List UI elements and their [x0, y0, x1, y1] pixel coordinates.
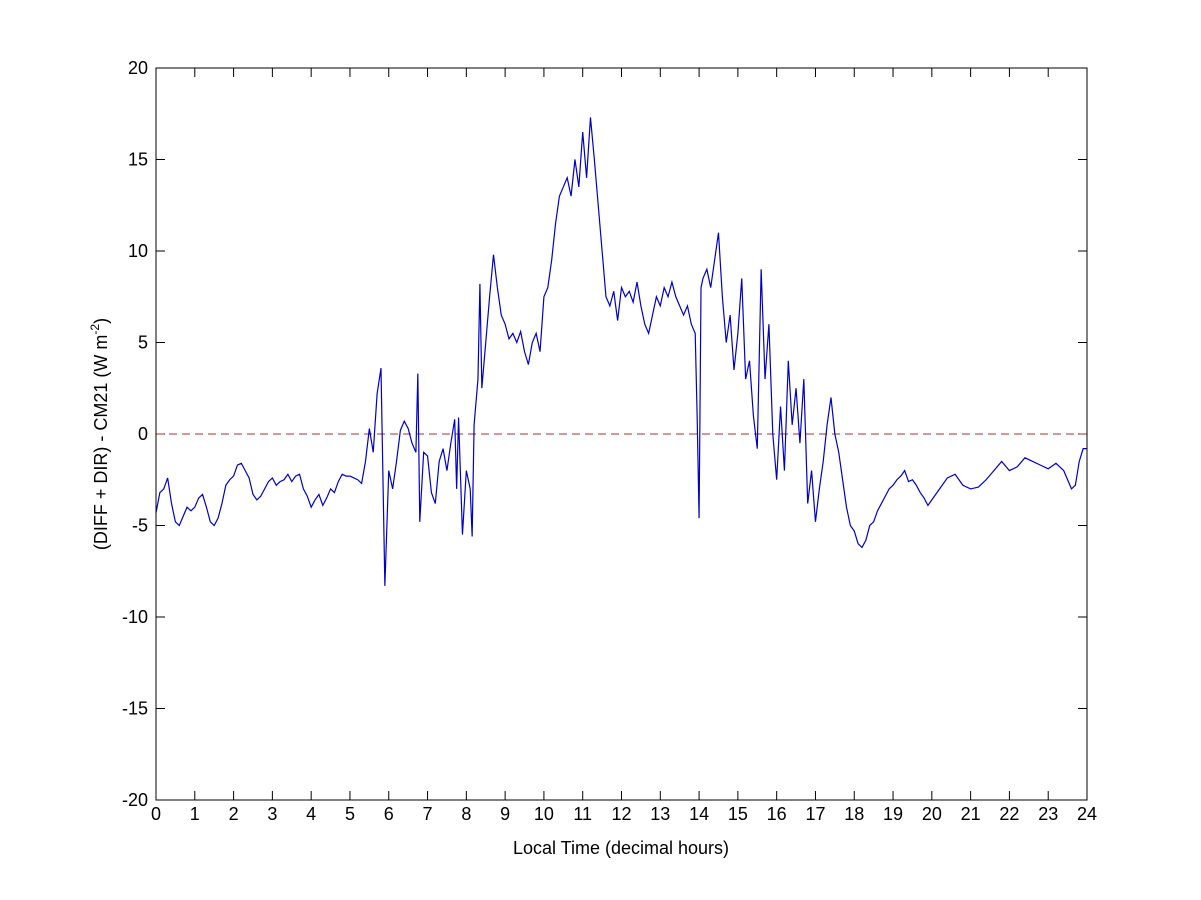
x-tick-label: 24 — [1077, 804, 1097, 824]
x-tick-label: 11 — [573, 804, 592, 824]
x-tick-label: 19 — [883, 804, 903, 824]
x-tick-label: 22 — [999, 804, 1019, 824]
x-tick-label: 5 — [345, 804, 355, 824]
y-tick-label: 0 — [138, 424, 148, 444]
x-tick-label: 8 — [461, 804, 471, 824]
x-tick-label: 9 — [500, 804, 510, 824]
y-axis-label-main: (DIFF + DIR) - CM21 (W m — [91, 335, 111, 550]
x-tick-label: 6 — [384, 804, 394, 824]
y-tick-label: -10 — [122, 607, 148, 627]
x-tick-label: 20 — [922, 804, 942, 824]
plot-frame — [155, 67, 1088, 801]
x-tick-label: 23 — [1038, 804, 1058, 824]
x-tick-label: 1 — [190, 804, 200, 824]
x-tick-label: 0 — [151, 804, 161, 824]
y-axis-label: (DIFF + DIR) - CM21 (W m-2) — [88, 318, 111, 550]
y-tick-label: 15 — [128, 150, 148, 170]
x-tick-label: 10 — [534, 804, 554, 824]
y-tick-label: -20 — [122, 790, 148, 810]
x-tick-label: 14 — [689, 804, 709, 824]
y-axis-label-end: ) — [91, 318, 111, 324]
x-tick-label: 21 — [961, 804, 981, 824]
data-line — [155, 117, 1087, 586]
x-tick-label: 13 — [650, 804, 670, 824]
x-tick-label: 12 — [611, 804, 631, 824]
x-tick-label: 15 — [728, 804, 748, 824]
x-tick-label: 7 — [423, 804, 433, 824]
y-tick-label: -5 — [132, 516, 148, 536]
x-tick-label: 2 — [229, 804, 239, 824]
y-tick-label: 20 — [128, 58, 148, 78]
y-tick-label: -15 — [122, 699, 148, 719]
x-tick-label: 3 — [267, 804, 277, 824]
x-tick-label: 4 — [306, 804, 316, 824]
x-tick-label: 18 — [844, 804, 864, 824]
y-axis-label-sup: -2 — [88, 324, 102, 335]
y-tick-label: 10 — [128, 241, 148, 261]
x-axis-label: Local Time (decimal hours) — [513, 838, 729, 858]
x-tick-label: 16 — [767, 804, 787, 824]
y-tick-label: 5 — [138, 333, 148, 353]
x-tick-label: 17 — [805, 804, 825, 824]
